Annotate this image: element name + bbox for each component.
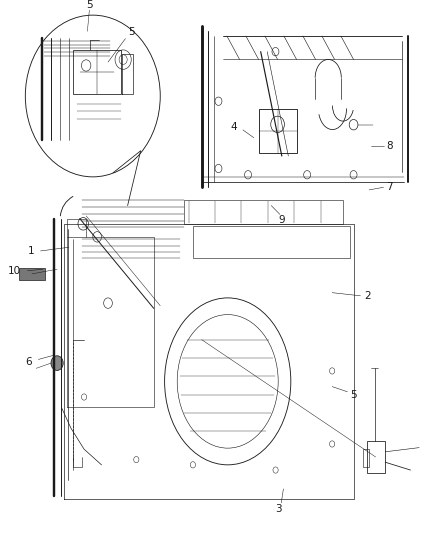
- Text: 7: 7: [386, 182, 393, 192]
- Bar: [193, 227, 350, 258]
- Text: 6: 6: [25, 357, 32, 367]
- Text: 2: 2: [364, 291, 371, 301]
- Text: 5: 5: [86, 1, 93, 11]
- Circle shape: [51, 356, 63, 370]
- Text: 5: 5: [129, 27, 135, 37]
- Bar: [258, 109, 297, 153]
- Bar: [73, 50, 121, 94]
- Text: 1: 1: [28, 246, 34, 256]
- Text: 8: 8: [386, 141, 393, 150]
- Bar: [19, 268, 45, 280]
- FancyArrowPatch shape: [60, 197, 73, 216]
- Text: 10: 10: [8, 266, 21, 276]
- Text: 3: 3: [275, 504, 282, 514]
- Bar: [367, 441, 385, 473]
- Bar: [364, 449, 369, 467]
- Bar: [184, 200, 343, 224]
- Text: 9: 9: [279, 215, 286, 224]
- Text: 4: 4: [231, 122, 237, 132]
- Text: 5: 5: [350, 390, 357, 400]
